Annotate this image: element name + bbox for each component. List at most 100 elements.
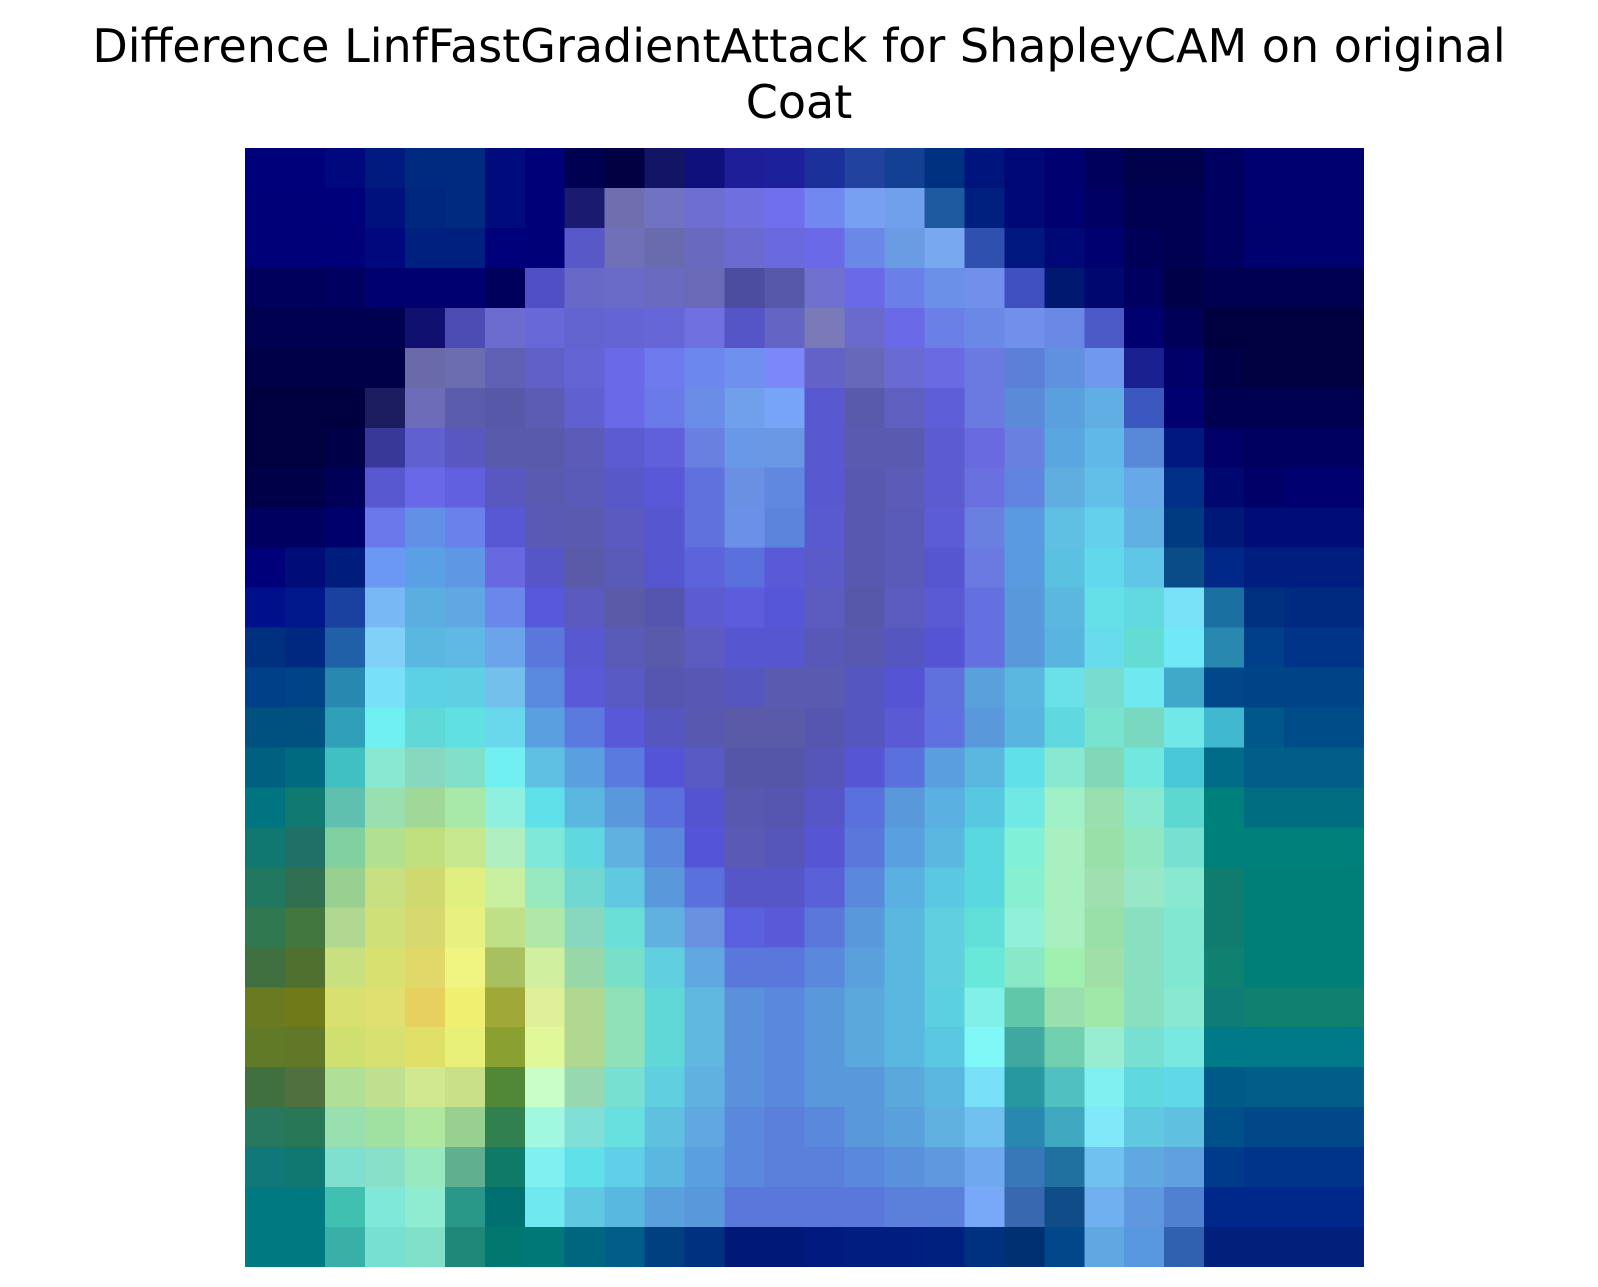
heatmap-cell [324, 1147, 366, 1188]
heatmap-cell [284, 148, 326, 189]
heatmap-cell [1084, 148, 1125, 189]
heatmap-cell [604, 187, 646, 229]
heatmap-cell [564, 907, 606, 948]
heatmap-cell [1324, 747, 1364, 789]
heatmap-cell [404, 867, 446, 908]
heatmap-cell [1044, 1027, 1085, 1068]
heatmap-cell [924, 867, 965, 908]
heatmap-cell [404, 427, 446, 469]
heatmap-cell [844, 1147, 886, 1188]
heatmap-cell [1164, 1227, 1205, 1267]
heatmap-cell [1244, 387, 1285, 429]
heatmap-cell [884, 1187, 925, 1228]
heatmap-cell [844, 627, 886, 669]
heatmap-cell [1164, 907, 1205, 948]
heatmap-cell [1244, 987, 1285, 1028]
heatmap-cell [1324, 267, 1364, 309]
heatmap-cell [484, 947, 526, 988]
heatmap-cell [684, 1027, 726, 1068]
heatmap-cell [684, 307, 726, 349]
heatmap-cell [844, 787, 886, 828]
heatmap-cell [884, 907, 925, 948]
heatmap-cell [804, 827, 846, 868]
heatmap-cell [1044, 867, 1085, 908]
heatmap-cell [1084, 1027, 1125, 1068]
heatmap-cell [684, 347, 726, 389]
heatmap-cell [724, 627, 766, 669]
heatmap-cell [524, 867, 566, 908]
heatmap-cell [844, 1187, 886, 1228]
heatmap-cell [644, 547, 686, 589]
heatmap-cell [1004, 1227, 1045, 1267]
heatmap-cell [804, 627, 846, 669]
heatmap-cell [964, 667, 1005, 709]
heatmap-cell [1124, 907, 1165, 948]
heatmap-cell [604, 1147, 646, 1188]
heatmap-cell [364, 947, 406, 988]
heatmap-cell [1004, 1107, 1045, 1148]
heatmap-cell [1284, 467, 1325, 509]
heatmap-cell [1204, 1067, 1245, 1108]
heatmap-cell [604, 867, 646, 908]
heatmap-cell [684, 267, 726, 309]
heatmap-cell [964, 947, 1005, 988]
heatmap-cell [324, 987, 366, 1028]
heatmap-cell [604, 148, 646, 189]
heatmap-cell [1084, 1187, 1125, 1228]
heatmap-cell [1124, 1027, 1165, 1068]
heatmap-cell [964, 907, 1005, 948]
heatmap-cell [1164, 148, 1205, 189]
heatmap-cell [484, 587, 526, 629]
heatmap-cell [1044, 467, 1085, 509]
heatmap-cell [484, 1027, 526, 1068]
heatmap-cell [1244, 1027, 1285, 1068]
heatmap-cell [1324, 1067, 1364, 1108]
heatmap-cell [1004, 387, 1045, 429]
heatmap-cell [1044, 227, 1085, 269]
heatmap-cell [484, 1227, 526, 1267]
heatmap-cell [924, 907, 965, 948]
heatmap-cell [1044, 1147, 1085, 1188]
heatmap-cell [604, 1067, 646, 1108]
heatmap-cell [964, 187, 1005, 229]
heatmap-cell [1004, 787, 1045, 828]
heatmap-cell [684, 827, 726, 868]
heatmap-cell [1004, 747, 1045, 789]
heatmap-cell [444, 547, 486, 589]
heatmap-cell [884, 787, 925, 828]
heatmap-cell [644, 627, 686, 669]
heatmap-cell [884, 1147, 925, 1188]
heatmap-cell [1324, 148, 1364, 189]
heatmap-cell [1124, 787, 1165, 828]
heatmap-cell [245, 227, 286, 269]
heatmap-cell [404, 1107, 446, 1148]
heatmap-cell [644, 1027, 686, 1068]
heatmap-cell [764, 1227, 806, 1267]
heatmap-cell [524, 467, 566, 509]
heatmap-cell [444, 987, 486, 1028]
heatmap-cell [724, 987, 766, 1028]
heatmap-cell [604, 987, 646, 1028]
heatmap-cell [924, 747, 965, 789]
heatmap-cell [284, 827, 326, 868]
heatmap-cell [484, 1187, 526, 1228]
heatmap-cell [1244, 1187, 1285, 1228]
heatmap-cell [644, 1227, 686, 1267]
heatmap-cell [644, 587, 686, 629]
heatmap-cell [1044, 267, 1085, 309]
heatmap-cell [724, 547, 766, 589]
heatmap-cell [284, 1187, 326, 1228]
heatmap-cell [444, 148, 486, 189]
heatmap-cell [844, 387, 886, 429]
heatmap-cell [364, 187, 406, 229]
heatmap-cell [404, 1187, 446, 1228]
heatmap-cell [1124, 387, 1165, 429]
heatmap-cell [1284, 267, 1325, 309]
heatmap-cell [1124, 507, 1165, 549]
heatmap-cell [1084, 947, 1125, 988]
heatmap-cell [564, 347, 606, 389]
chart-title: Difference LinfFastGradientAttack for Sh… [0, 18, 1598, 130]
heatmap-cell [924, 1027, 965, 1068]
heatmap-cell [404, 307, 446, 349]
heatmap-cell [724, 1067, 766, 1108]
